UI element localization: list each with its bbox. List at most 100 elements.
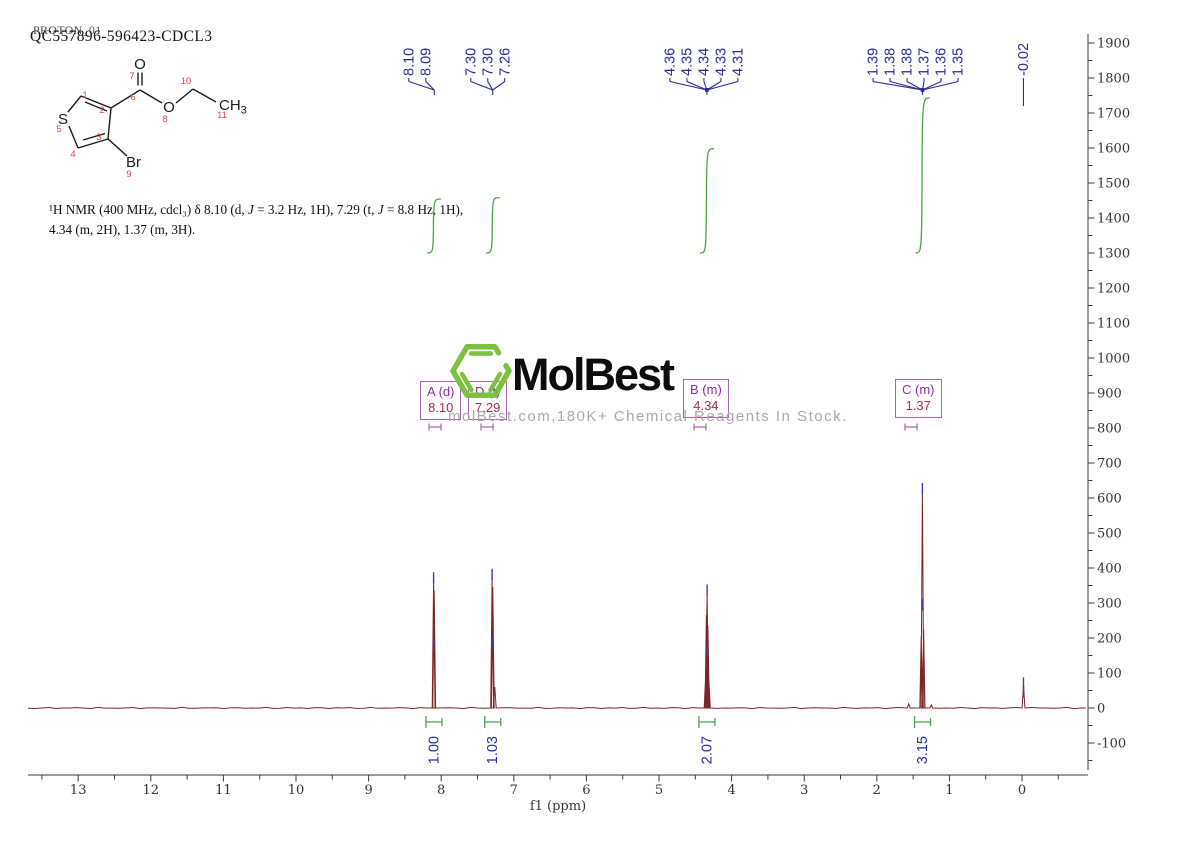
y-tick-label: 300 [1097,597,1122,612]
logo-text: MolBest [512,349,675,400]
y-tick-label: 1800 [1097,72,1130,87]
annotation-brackets [428,423,918,431]
x-tick-label: 7 [510,783,518,798]
x-tick-label: 10 [288,783,305,798]
y-tick-label: 1700 [1097,107,1130,122]
peak-ppm-label: 1.39 [866,48,882,76]
peak-pick-marks [432,483,1025,698]
integral-value: 1.03 [485,736,501,764]
peak-box-value: 7.29 [475,400,501,416]
nmr-assignment-text: ¹H NMR (400 MHz, cdcl₃) δ 8.10 (d, J = 3… [49,200,485,240]
y-tick-label: 1000 [1097,352,1130,367]
peak-ppm-label: 1.38 [883,48,899,76]
y-tick-label: 1400 [1097,212,1130,227]
peak-box-label: A (d) [427,384,455,399]
y-tick-label: 1200 [1097,282,1130,297]
integral-curve [485,196,500,254]
x-tick-label: 4 [727,783,735,798]
peak-box-label: C (m) [902,382,935,397]
x-tick-label: 5 [655,783,663,798]
integral-curves [425,97,932,728]
locant-2: 2 [99,105,104,116]
y-tick-label: 1500 [1097,177,1130,192]
x-tick-label: 0 [1018,783,1026,798]
sample-id: QC557896-596423-CDCL3 [30,28,213,45]
peak-label-fans: 8.10 8.09 7.30 7.30 7.26 4.36 4.35 4.34 4.33 4.31… [402,43,1032,106]
y-tick-label: 900 [1097,387,1122,402]
peak-box-b: B (m) 4.34 [683,379,729,418]
y-tick-label: 1100 [1097,317,1130,332]
molecule-structure: S O O CH3 Br 1 2 3 4 5 6 7 8 9 10 11 [56,56,247,180]
x-tick-label: 8 [437,783,445,798]
peak-ppm-label: 1.35 [951,48,967,76]
x-axis: 13 12 11 10 9 8 7 6 5 4 3 2 1 0f1 (ppm) [28,774,1088,814]
fan-marker [705,88,709,92]
caption-segment: J [377,202,384,217]
peak-ppm-label: 8.10 [402,48,418,76]
atom-label-br: Br [126,154,141,171]
peak-ppm-label: 4.36 [663,48,679,76]
locant-6: 6 [130,92,135,103]
bond-lines [67,72,217,157]
integral-curve [426,198,441,254]
experiment-label: PROTON_01 [33,23,102,37]
atom-label-o-ester: O [163,99,175,116]
y-tick-label: 200 [1097,632,1122,647]
y-tick-label: 100 [1097,667,1122,682]
x-tick-label: 2 [873,783,881,798]
fan-marker [920,88,925,92]
peak-box-value: 8.10 [428,400,454,416]
x-tick-label: 6 [582,783,590,798]
caption-segment: = 8.8 Hz, 1H), 4.34 (m, 2H), 1.37 (m, 3H… [49,202,464,237]
integral-curve [699,148,714,254]
peak-ppm-label: 1.36 [934,48,950,76]
peak-box-c: C (m) 1.37 [895,379,942,418]
atom-label-o-carbonyl: O [134,56,146,73]
spectrum-trace [27,490,1087,710]
y-tick-label: 700 [1097,457,1122,472]
peak-box-value: 1.37 [905,398,931,414]
x-tick-label: 9 [364,783,372,798]
peak-ppm-label: 1.37 [917,48,933,76]
locant-11: 11 [217,110,227,121]
locant-9: 9 [126,169,131,180]
y-tick-label: 500 [1097,527,1122,542]
atom-label-s: S [58,111,68,128]
x-tick-label: 1 [945,783,953,798]
locant-10: 10 [181,76,192,87]
benzene-hexagon-icon [450,344,512,398]
locant-4: 4 [70,149,75,160]
y-axis: 1900180017001600150014001300120011001000… [1087,34,1130,770]
y-tick-label: 1900 [1097,37,1130,52]
locant-5: 5 [56,124,61,135]
y-tick-label: -100 [1097,737,1126,752]
locant-8: 8 [162,114,167,125]
atom-label-ch3: CH3 [219,97,247,117]
x-tick-label: 13 [70,783,87,798]
logo-tagline: molBest.com,180K+ Chemical Reagents In S… [448,408,848,425]
locant-1: 1 [82,90,87,101]
peak-ppm-label: 8.09 [419,48,435,76]
integral-labels: 1.00 1.03 2.07 3.15 [426,736,931,764]
locant-7: 7 [129,71,134,82]
peak-ppm-label: -0.02 [1016,43,1032,76]
integral-curve [915,97,930,254]
x-tick-label: 11 [215,783,232,798]
peak-ppm-label: 4.35 [680,48,696,76]
y-tick-label: 1600 [1097,142,1130,157]
peak-box-value: 4.34 [693,398,719,414]
x-axis-title: f1 (ppm) [530,799,586,814]
integral-value: 1.00 [426,736,442,764]
caption-segment: = 3.2 Hz, 1H), 7.29 (t, [253,202,378,217]
caption-segment: J [248,202,254,217]
x-tick-label: 3 [800,783,808,798]
integral-value: 3.15 [915,736,931,764]
peak-box-a: A (d) 8.10 [420,381,462,420]
peak-ppm-label: 1.38 [900,48,916,76]
y-tick-label: 0 [1097,702,1105,717]
peak-ppm-label: 7.30 [480,48,496,76]
locant-3: 3 [96,132,101,143]
peak-ppm-label: 4.34 [697,48,713,76]
